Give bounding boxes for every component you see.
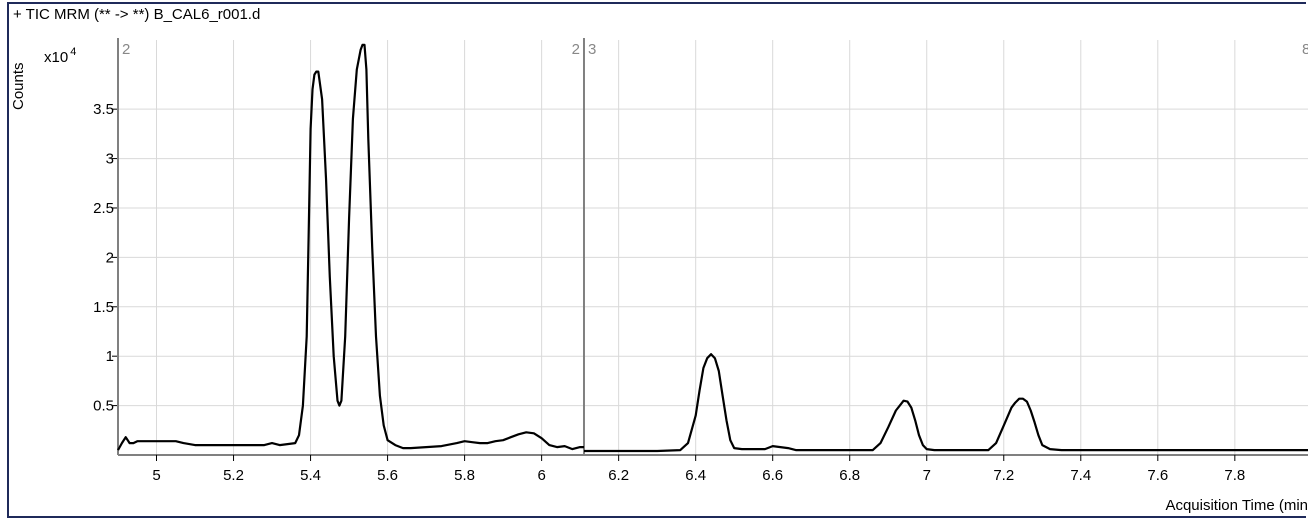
x-tick-label-6: 6.2 — [608, 467, 629, 484]
x-tick-label-4: 5.8 — [454, 467, 475, 484]
y-tick-label-2: 1.5 — [93, 299, 114, 316]
x-tick-label-11: 7.2 — [993, 467, 1014, 484]
x-tick-label-12: 7.4 — [1070, 467, 1091, 484]
chart-frame: + TIC MRM (** -> **) B_CAL6_r001.d — [7, 2, 1306, 518]
segment-marker-right-label-0: 2 — [122, 41, 130, 58]
x-tick-label-9: 6.8 — [839, 467, 860, 484]
y-tick-label-0: 0.5 — [93, 398, 114, 415]
series-line-0 — [117, 43, 584, 451]
x-tick-label-7: 6.4 — [685, 467, 706, 484]
y-scale-label: x10 4 — [44, 46, 77, 66]
x-tick-label-2: 5.4 — [300, 467, 321, 484]
x-tick-label-14: 7.8 — [1224, 467, 1245, 484]
x-tick-label-1: 5.2 — [223, 467, 244, 484]
y-tick-label-1: 1 — [106, 348, 114, 365]
x-tick-label-10: 7 — [923, 467, 931, 484]
y-tick-label-5: 3 — [106, 151, 114, 168]
y-scale-base: x10 — [44, 49, 69, 66]
y-scale-exponent: 4 — [70, 46, 77, 58]
segment-edge-label: 8 — [1302, 41, 1308, 58]
segment-marker-right-label-1: 3 — [588, 41, 596, 58]
segment-marker-left-label-1: 2 — [572, 41, 580, 58]
chart-title: + TIC MRM (** -> **) B_CAL6_r001.d — [13, 6, 261, 23]
y-tick-label-6: 3.5 — [93, 101, 114, 118]
x-tick-label-3: 5.6 — [377, 467, 398, 484]
x-tick-label-5: 6 — [537, 467, 545, 484]
x-axis-label: Acquisition Time (min — [1165, 497, 1308, 514]
y-tick-label-4: 2.5 — [93, 200, 114, 217]
x-tick-label-8: 6.6 — [762, 467, 783, 484]
series-line-1 — [584, 353, 1308, 453]
x-tick-label-13: 7.6 — [1147, 467, 1168, 484]
x-tick-label-0: 5 — [152, 467, 160, 484]
y-tick-label-3: 2 — [106, 249, 114, 266]
